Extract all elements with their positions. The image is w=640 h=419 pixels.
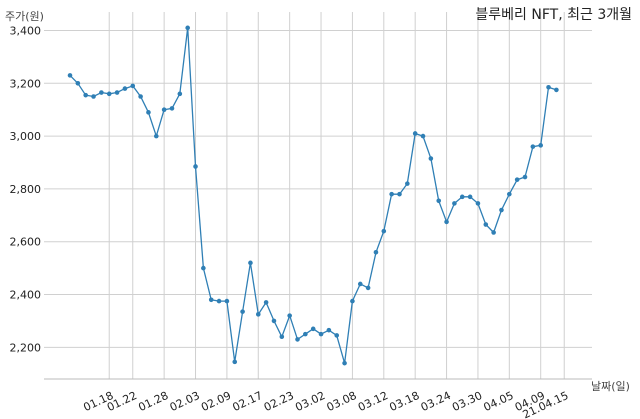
chart-title: 블루베리 NFT, 최근 3개월 bbox=[475, 7, 632, 23]
data-point bbox=[326, 327, 332, 333]
data-point bbox=[444, 219, 449, 225]
y-tick-label: 2,800 bbox=[10, 183, 42, 196]
data-point bbox=[491, 230, 496, 235]
data-point bbox=[420, 133, 426, 139]
x-tick-labels: 01.1801.2201.2802.0302.0902.1702.2303.02… bbox=[81, 389, 570, 419]
y-tick-label: 2,200 bbox=[10, 341, 42, 354]
x-tick-label: 02.09 bbox=[199, 389, 233, 414]
data-point bbox=[522, 174, 528, 180]
data-point bbox=[138, 94, 143, 99]
y-tick-labels: 2,200 2,400 2,600 2,800 3,000 3,200 3,400 bbox=[10, 24, 42, 354]
x-tick-label: 01.28 bbox=[136, 389, 170, 414]
x-tick-label: 02.17 bbox=[231, 389, 265, 414]
data-point bbox=[459, 194, 465, 200]
data-point bbox=[357, 281, 363, 287]
x-tick-label: 03.02 bbox=[293, 389, 327, 414]
data-point bbox=[153, 133, 159, 139]
data-point bbox=[467, 194, 473, 200]
data-point bbox=[436, 198, 442, 204]
x-tick-label: 03.24 bbox=[419, 389, 453, 414]
y-tick-label: 2,600 bbox=[10, 236, 42, 249]
data-point bbox=[389, 191, 394, 197]
data-point bbox=[295, 337, 300, 342]
data-point bbox=[106, 91, 112, 97]
data-point bbox=[499, 207, 504, 213]
data-point bbox=[271, 318, 277, 324]
x-tick-label: 04.05 bbox=[482, 389, 516, 414]
data-point bbox=[546, 84, 551, 90]
data-point bbox=[216, 298, 222, 304]
y-tick-label: 3,400 bbox=[10, 24, 42, 37]
data-point bbox=[193, 164, 198, 169]
data-point bbox=[146, 110, 151, 115]
data-point bbox=[538, 143, 543, 148]
data-point bbox=[405, 181, 410, 186]
data-point bbox=[240, 309, 245, 314]
data-point bbox=[412, 131, 418, 136]
data-point bbox=[114, 90, 120, 95]
series-line bbox=[69, 27, 557, 364]
data-point bbox=[334, 333, 340, 338]
data-point bbox=[248, 260, 253, 266]
data-point bbox=[83, 92, 88, 98]
data-point bbox=[91, 94, 96, 99]
data-point bbox=[554, 87, 559, 93]
data-point bbox=[75, 80, 81, 86]
x-axis-label: 날짜(일) bbox=[591, 379, 630, 393]
data-point bbox=[303, 331, 308, 337]
data-point bbox=[255, 312, 261, 317]
data-point bbox=[130, 83, 136, 89]
data-point bbox=[452, 201, 457, 206]
data-point bbox=[287, 313, 292, 318]
data-point bbox=[169, 106, 175, 111]
x-tick-label: 03.30 bbox=[450, 389, 484, 414]
data-point bbox=[67, 73, 73, 78]
data-series bbox=[67, 25, 559, 366]
data-point bbox=[263, 300, 269, 305]
y-tick-label: 3,200 bbox=[10, 77, 42, 90]
data-point bbox=[342, 360, 347, 366]
data-point bbox=[99, 90, 104, 95]
data-point bbox=[318, 331, 324, 337]
x-tick-label: 03.12 bbox=[356, 389, 390, 414]
data-point bbox=[177, 91, 183, 97]
data-point bbox=[279, 334, 285, 340]
data-point bbox=[428, 156, 434, 161]
data-point bbox=[530, 144, 536, 149]
data-point bbox=[514, 177, 520, 182]
data-point bbox=[373, 249, 379, 255]
data-point bbox=[161, 107, 167, 112]
data-point bbox=[483, 222, 489, 227]
y-axis-label: 주가(원) bbox=[5, 10, 44, 23]
data-point bbox=[475, 201, 481, 206]
data-point bbox=[310, 326, 316, 332]
data-point bbox=[507, 191, 512, 197]
data-point bbox=[208, 297, 214, 303]
data-point bbox=[365, 285, 371, 291]
y-tick-label: 2,400 bbox=[10, 289, 42, 302]
data-point bbox=[350, 298, 355, 304]
data-point bbox=[224, 298, 230, 304]
x-tick-label: 03.18 bbox=[387, 389, 421, 414]
data-point bbox=[232, 359, 238, 365]
x-tick-label: 02.03 bbox=[168, 389, 202, 414]
x-tick-label: 03.08 bbox=[325, 389, 359, 414]
data-point bbox=[397, 191, 402, 197]
data-point bbox=[381, 228, 387, 234]
data-point bbox=[122, 86, 128, 91]
x-tick-label: 02.23 bbox=[262, 389, 296, 414]
y-tick-label: 3,000 bbox=[10, 130, 42, 143]
data-point bbox=[185, 25, 190, 31]
data-point bbox=[201, 265, 206, 271]
